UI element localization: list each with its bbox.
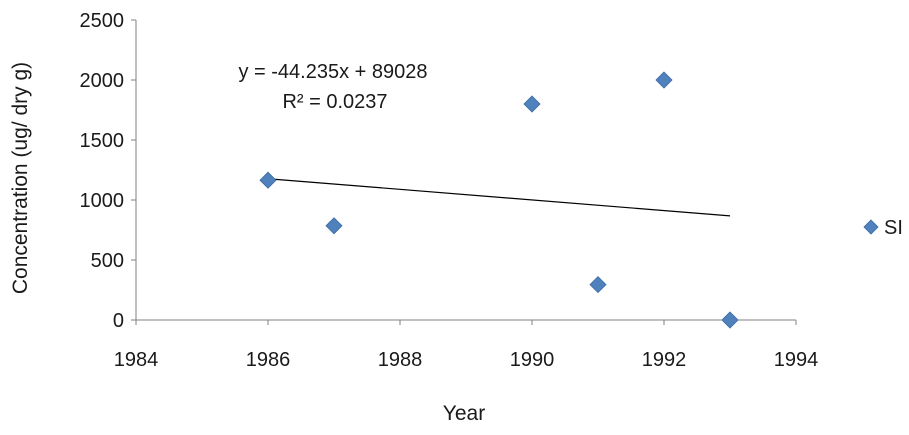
data-point <box>721 311 739 329</box>
data-point <box>259 171 277 189</box>
x-tick-label: 1984 <box>114 349 159 371</box>
x-tick-label: 1992 <box>642 349 687 371</box>
y-tick-label: 500 <box>91 250 124 272</box>
data-point <box>325 217 343 235</box>
legend: SI <box>863 217 903 239</box>
y-tick-label: 1500 <box>80 130 125 152</box>
data-point <box>655 71 673 89</box>
y-tick-label: 0 <box>113 310 124 332</box>
legend-marker-diamond <box>863 219 879 235</box>
x-tick-label: 1986 <box>246 349 291 371</box>
data-points <box>259 71 739 329</box>
y-axis-ticks: 0 500 1000 1500 2000 2500 <box>80 10 136 332</box>
y-tick-label: 1000 <box>80 190 125 212</box>
y-tick-label: 2500 <box>80 10 125 32</box>
data-point <box>523 95 541 113</box>
trendline-equation: y = -44.235x + 89028 <box>238 61 427 83</box>
x-axis-title: Year <box>443 402 485 425</box>
trendline-r-squared: R² = 0.0237 <box>282 91 387 113</box>
y-tick-label: 2000 <box>80 70 125 92</box>
x-axis-ticks: 1984 1986 1988 1990 1992 1994 <box>114 320 819 371</box>
trendline <box>267 178 731 217</box>
y-axis-title: Concentration (ug/ dry g) <box>9 62 32 294</box>
axes <box>135 20 796 321</box>
trendline-group <box>267 178 731 217</box>
data-point <box>589 276 607 294</box>
x-tick-label: 1994 <box>774 349 819 371</box>
x-tick-label: 1990 <box>510 349 555 371</box>
x-tick-label: 1988 <box>378 349 423 371</box>
legend-label: SI <box>884 217 903 239</box>
